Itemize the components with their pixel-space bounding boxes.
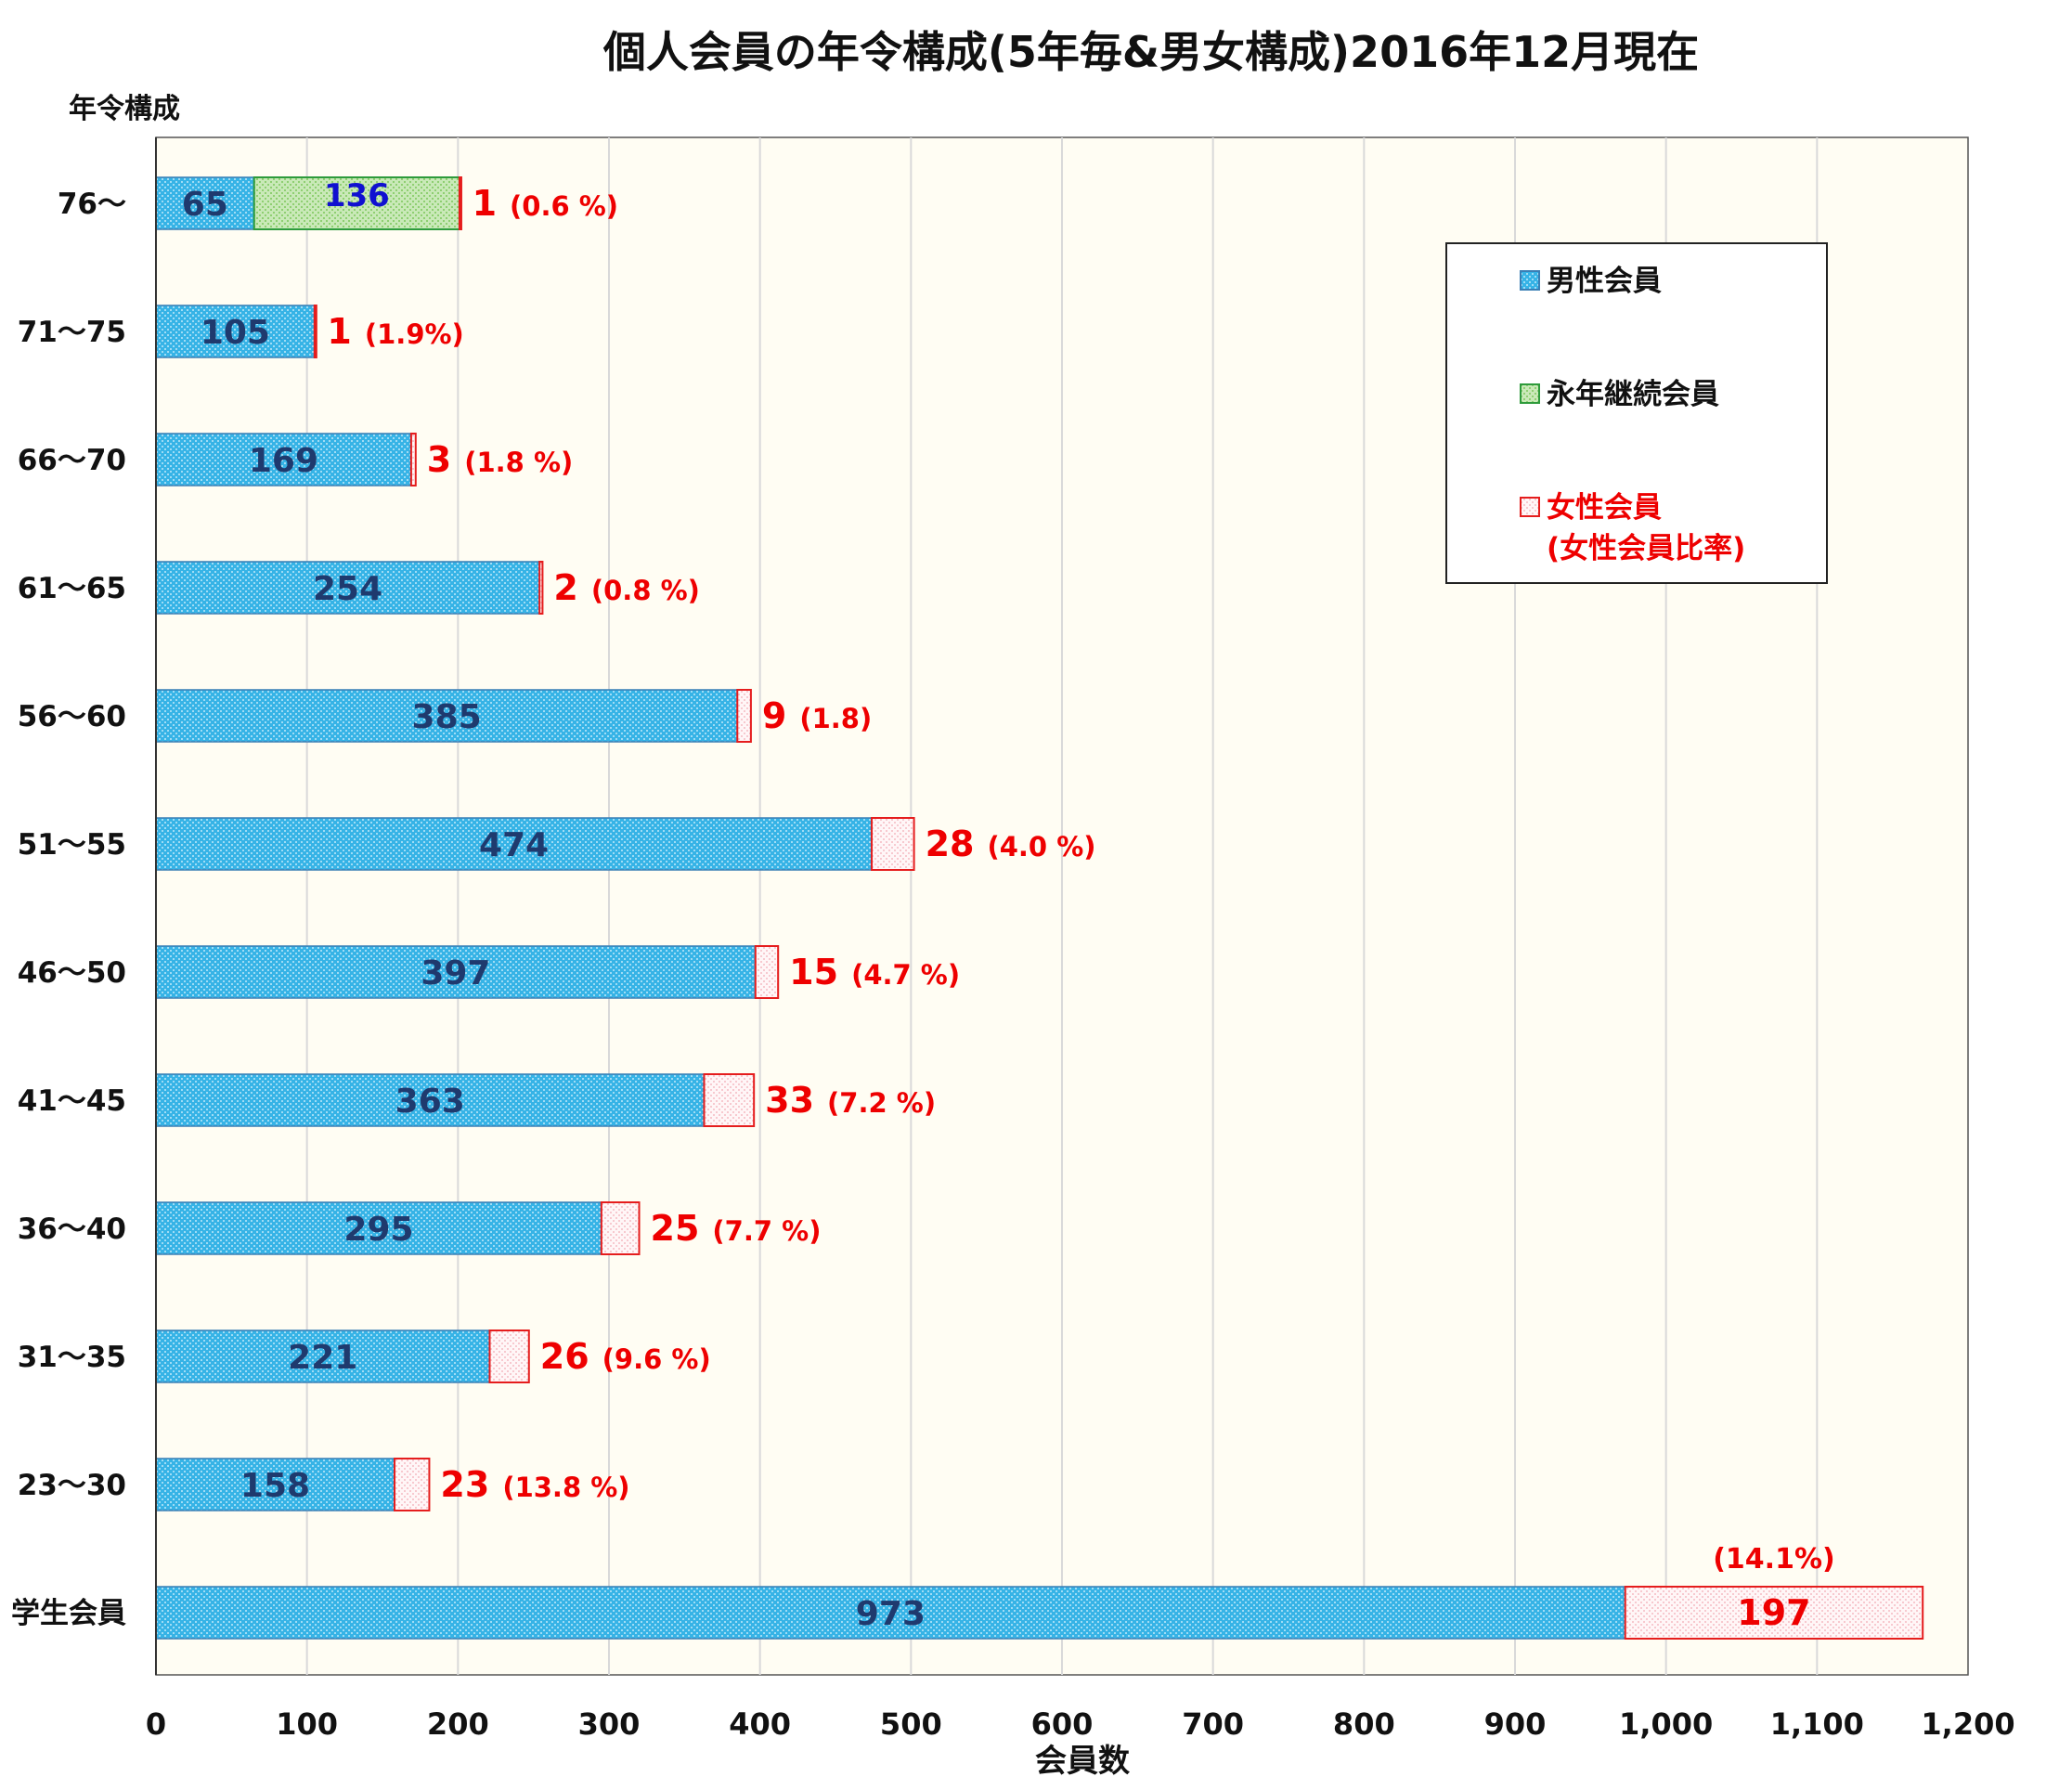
data-label-female-ratio: (13.8 %) <box>502 1472 629 1503</box>
bar-female <box>409 433 417 486</box>
data-label-male: 474 <box>479 826 549 864</box>
data-label-male: 65 <box>182 186 228 224</box>
bar-female <box>488 1330 530 1383</box>
y-axis: 76〜 71〜75 66〜70 61〜65 56〜60 51〜55 46〜50 41〜45 36… <box>11 188 126 1630</box>
data-label-female-ratio: (7.7 %) <box>712 1215 821 1247</box>
x-tick-label: 1,000 <box>1619 1706 1713 1742</box>
x-tick-label: 0 <box>146 1706 166 1742</box>
data-label-female: 9 (1.8) <box>762 695 872 736</box>
data-label-perm: 136 <box>324 177 390 214</box>
bar-male <box>155 945 757 999</box>
data-label-female: 25 (7.7 %) <box>651 1208 822 1249</box>
x-tick-label: 400 <box>729 1706 791 1742</box>
x-axis: 0 100 200 300 400 500 600 700 800 900 1,000 1,100 1,… <box>146 1706 2015 1742</box>
x-tick-label: 300 <box>578 1706 641 1742</box>
y-category-label: 56〜60 <box>18 700 126 733</box>
data-label-male: 254 <box>313 570 382 608</box>
chart-title: 個人会員の年令構成(5年毎&男女構成)2016年12月現在 <box>602 27 1699 77</box>
data-label-female: 28 (4.0 %) <box>926 824 1096 864</box>
data-label-female-ratio: (4.7 %) <box>851 959 960 991</box>
data-label-female: 1 (0.6 %) <box>473 183 619 224</box>
legend-swatch-female <box>1520 497 1540 517</box>
data-label-female-ratio: (4.0 %) <box>987 831 1095 863</box>
data-label-female-ratio: (1.8) <box>799 703 872 734</box>
data-label-male: 105 <box>201 314 270 352</box>
bar-female <box>1624 1586 1924 1640</box>
x-tick-label: 1,200 <box>1921 1706 2014 1742</box>
bar-female <box>871 817 915 871</box>
y-category-label: 71〜75 <box>18 316 126 349</box>
x-tick-label: 200 <box>427 1706 489 1742</box>
bar-female <box>600 1201 641 1255</box>
bar-male <box>155 817 873 871</box>
x-tick-label: 600 <box>1031 1706 1094 1742</box>
data-label-male: 397 <box>421 954 490 992</box>
bar-male <box>155 1201 602 1255</box>
bar-male <box>155 1586 1626 1640</box>
data-label-female: 2 (0.8 %) <box>553 567 700 608</box>
data-label-female: 23 (13.8 %) <box>440 1464 629 1505</box>
bar-male <box>155 1330 491 1383</box>
data-label-female-ratio: (9.6 %) <box>602 1343 711 1375</box>
data-label-female: 197 <box>1737 1592 1810 1633</box>
bar-female <box>754 945 780 999</box>
x-tick-label: 1,100 <box>1770 1706 1864 1742</box>
data-label-female: 33 (7.2 %) <box>765 1080 936 1121</box>
y-axis-title: 年令構成 <box>69 93 180 125</box>
legend-label-female: 女性会員 <box>1547 491 1662 525</box>
legend-swatch-perm <box>1520 383 1540 404</box>
data-label-female: 3 (1.8 %) <box>427 439 573 480</box>
y-category-label: 61〜65 <box>18 572 126 605</box>
data-label-female-ratio: (0.6 %) <box>510 190 618 222</box>
bar-perm <box>253 176 460 230</box>
data-label-male: 295 <box>343 1211 413 1249</box>
data-label-female-ratio: (7.2 %) <box>827 1087 936 1119</box>
y-category-label: 76〜 <box>58 188 126 221</box>
legend-label-male: 男性会員 <box>1547 265 1662 298</box>
y-category-label: 66〜70 <box>18 444 126 477</box>
bar-female <box>538 561 544 615</box>
legend-box <box>1445 242 1828 584</box>
data-label-male: 363 <box>395 1083 465 1121</box>
x-axis-title: 会員数 <box>1035 1743 1130 1780</box>
x-tick-label: 800 <box>1333 1706 1395 1742</box>
bar-female <box>736 689 752 743</box>
data-label-male: 221 <box>288 1339 357 1377</box>
data-label-female: 1 (1.9%) <box>327 311 463 352</box>
data-label-female-ratio: (14.1%) <box>1713 1543 1835 1576</box>
x-tick-label: 100 <box>276 1706 338 1742</box>
y-category-label: 学生会員 <box>11 1597 126 1630</box>
x-tick-label: 500 <box>880 1706 942 1742</box>
y-category-label: 51〜55 <box>18 828 126 862</box>
data-label-male: 385 <box>412 698 482 736</box>
data-label-female: 26 (9.6 %) <box>540 1336 711 1377</box>
legend-swatch-male <box>1520 270 1540 291</box>
bars: 65 136 1 (0.6 %) 105 1 (1.9%) 169 3 (1.8 %) 254 2 (0… <box>155 176 1924 1640</box>
data-label-male: 158 <box>240 1467 310 1505</box>
data-label-female-ratio: (1.8 %) <box>464 447 573 478</box>
x-tick-label: 700 <box>1182 1706 1244 1742</box>
bar-male <box>155 689 739 743</box>
y-category-label: 23〜30 <box>18 1469 126 1502</box>
bar-female <box>394 1458 431 1511</box>
legend-sublabel-female: (女性会員比率) <box>1547 532 1745 565</box>
data-label-female-ratio: (1.9%) <box>365 318 464 350</box>
data-label-male: 169 <box>249 442 318 480</box>
y-category-label: 46〜50 <box>18 956 126 990</box>
y-category-label: 41〜45 <box>18 1084 126 1118</box>
legend-label-perm: 永年継続会員 <box>1547 378 1719 411</box>
x-tick-label: 900 <box>1484 1706 1547 1742</box>
bar-male <box>155 176 255 230</box>
data-label-male: 973 <box>856 1595 926 1633</box>
y-category-label: 36〜40 <box>18 1213 126 1246</box>
bar-female <box>703 1073 756 1127</box>
bar-female <box>458 176 462 230</box>
bar-male <box>155 561 540 615</box>
data-label-female-ratio: (0.8 %) <box>591 575 700 606</box>
data-label-female: 15 (4.7 %) <box>789 952 960 992</box>
y-category-label: 31〜35 <box>18 1341 126 1374</box>
bar-female <box>313 305 317 358</box>
